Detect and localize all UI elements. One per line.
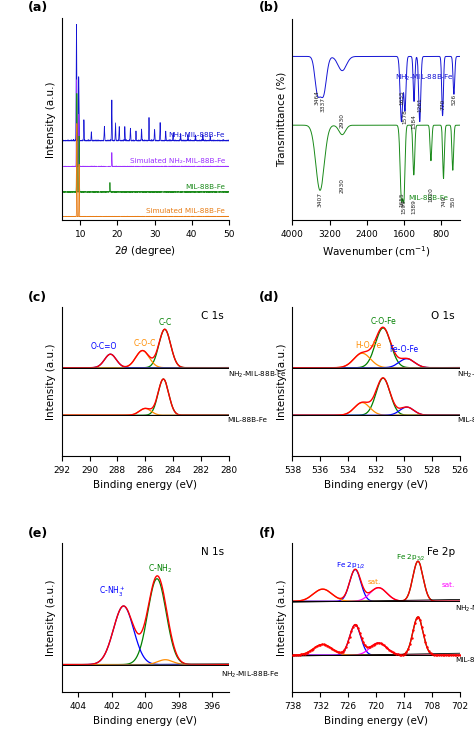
Text: MIL-88B-Fe: MIL-88B-Fe bbox=[455, 657, 474, 663]
Text: C-NH$_2$: C-NH$_2$ bbox=[148, 562, 173, 575]
Text: 770: 770 bbox=[440, 98, 445, 110]
Text: 1578: 1578 bbox=[402, 109, 408, 124]
Y-axis label: Intensity (a.u.): Intensity (a.u.) bbox=[46, 343, 56, 420]
X-axis label: Wavenumber (cm$^{-1}$): Wavenumber (cm$^{-1}$) bbox=[322, 244, 431, 259]
Y-axis label: Intensity (a.u.): Intensity (a.u.) bbox=[277, 579, 287, 656]
Text: N 1s: N 1s bbox=[201, 547, 224, 557]
Text: Fe 2p$_{1/2}$: Fe 2p$_{1/2}$ bbox=[336, 560, 365, 571]
Text: Simulated NH₂-MIL-88B-Fe: Simulated NH₂-MIL-88B-Fe bbox=[130, 158, 225, 164]
Text: 1384: 1384 bbox=[411, 114, 417, 129]
Text: NH$_2$-MIL-88B-Fe: NH$_2$-MIL-88B-Fe bbox=[220, 670, 279, 679]
Text: H-O-Fe: H-O-Fe bbox=[355, 340, 382, 350]
Text: Fe 2p$_{3/2}$: Fe 2p$_{3/2}$ bbox=[396, 553, 426, 563]
Text: 3407: 3407 bbox=[318, 192, 322, 207]
Text: (d): (d) bbox=[259, 291, 280, 303]
Text: NH$_2$-MIL-88B-Fe: NH$_2$-MIL-88B-Fe bbox=[457, 369, 474, 380]
X-axis label: Binding energy (eV): Binding energy (eV) bbox=[93, 716, 197, 726]
Text: 526: 526 bbox=[451, 94, 456, 105]
X-axis label: 2$\theta$ (degree): 2$\theta$ (degree) bbox=[114, 244, 176, 258]
Text: 1261: 1261 bbox=[417, 98, 422, 112]
Text: 1655: 1655 bbox=[399, 90, 404, 105]
Text: NH$_2$-MIL-88B-Fe: NH$_2$-MIL-88B-Fe bbox=[395, 73, 454, 84]
Text: C 1s: C 1s bbox=[201, 311, 224, 321]
X-axis label: Binding energy (eV): Binding energy (eV) bbox=[324, 716, 428, 726]
Text: Fe 2p: Fe 2p bbox=[427, 547, 455, 557]
Y-axis label: Intensity (a.u.): Intensity (a.u.) bbox=[277, 343, 287, 420]
Text: (f): (f) bbox=[259, 527, 276, 539]
Text: C-C: C-C bbox=[158, 318, 172, 327]
Text: 1389: 1389 bbox=[411, 199, 416, 214]
Text: C-NH$_3^+$: C-NH$_3^+$ bbox=[99, 585, 125, 599]
Text: Fe-O-Fe: Fe-O-Fe bbox=[389, 345, 418, 354]
Text: (b): (b) bbox=[259, 1, 280, 15]
Text: O 1s: O 1s bbox=[431, 311, 455, 321]
Text: 2930: 2930 bbox=[340, 178, 345, 192]
Text: NH$_2$-MIL-88B-Fe: NH$_2$-MIL-88B-Fe bbox=[228, 369, 286, 380]
Y-axis label: Transmittance (%): Transmittance (%) bbox=[277, 72, 287, 167]
Text: 749: 749 bbox=[441, 195, 446, 207]
Text: (c): (c) bbox=[28, 291, 47, 303]
Text: (a): (a) bbox=[28, 1, 48, 15]
Text: 2930: 2930 bbox=[340, 112, 345, 127]
Text: NH₂-MIL-88B-Fe: NH₂-MIL-88B-Fe bbox=[169, 132, 225, 138]
Text: 1655: 1655 bbox=[399, 192, 404, 207]
Text: MIL-88B-Fe: MIL-88B-Fe bbox=[457, 417, 474, 423]
Text: C-O-C: C-O-C bbox=[134, 339, 156, 348]
Y-axis label: Intensity (a.u.): Intensity (a.u.) bbox=[46, 81, 56, 158]
Text: 550: 550 bbox=[450, 195, 456, 207]
Text: O-C=O: O-C=O bbox=[90, 342, 117, 351]
Text: 1020: 1020 bbox=[428, 187, 433, 202]
Text: MIL-88B-Fe: MIL-88B-Fe bbox=[228, 417, 267, 423]
Text: sat.: sat. bbox=[367, 579, 381, 585]
Y-axis label: Intensity (a.u.): Intensity (a.u.) bbox=[46, 579, 56, 656]
Text: NH$_2$-MIL-88B-Fe: NH$_2$-MIL-88B-Fe bbox=[455, 603, 474, 613]
Text: MIL-88B-Fe: MIL-88B-Fe bbox=[185, 184, 225, 189]
Text: 3464: 3464 bbox=[315, 90, 320, 105]
Text: 3337: 3337 bbox=[321, 97, 326, 112]
Text: (e): (e) bbox=[28, 527, 48, 539]
Text: Simulated MIL-88B-Fe: Simulated MIL-88B-Fe bbox=[146, 208, 225, 214]
Text: sat.: sat. bbox=[442, 582, 455, 588]
Text: C-O-Fe: C-O-Fe bbox=[370, 317, 396, 326]
Text: 1599: 1599 bbox=[401, 199, 407, 214]
Text: MIL-88B-Fe: MIL-88B-Fe bbox=[409, 195, 449, 201]
X-axis label: Binding energy (eV): Binding energy (eV) bbox=[324, 480, 428, 490]
X-axis label: Binding energy (eV): Binding energy (eV) bbox=[93, 480, 197, 490]
